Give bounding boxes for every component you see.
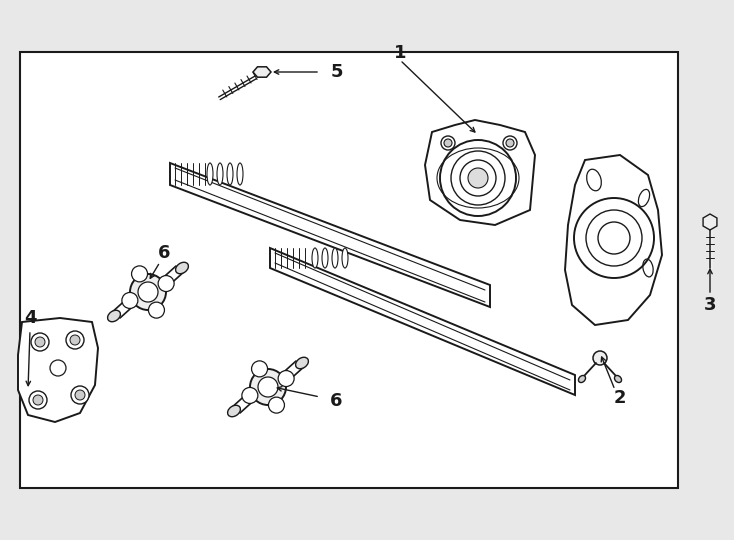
Circle shape [278, 370, 294, 387]
Circle shape [131, 266, 148, 282]
Circle shape [70, 335, 80, 345]
Circle shape [33, 395, 43, 405]
Text: 3: 3 [704, 296, 716, 314]
Circle shape [50, 360, 66, 376]
Circle shape [593, 351, 607, 365]
Ellipse shape [578, 375, 586, 382]
Circle shape [506, 139, 514, 147]
Ellipse shape [175, 262, 189, 274]
Circle shape [444, 139, 452, 147]
Ellipse shape [614, 375, 622, 382]
Ellipse shape [332, 248, 338, 268]
Ellipse shape [228, 405, 241, 417]
Ellipse shape [227, 163, 233, 185]
Text: 5: 5 [331, 63, 344, 81]
Ellipse shape [207, 163, 213, 185]
Circle shape [586, 210, 642, 266]
Ellipse shape [312, 248, 318, 268]
Circle shape [242, 388, 258, 403]
Circle shape [460, 160, 496, 196]
Circle shape [441, 136, 455, 150]
Ellipse shape [237, 163, 243, 185]
Circle shape [138, 282, 158, 302]
Ellipse shape [217, 163, 223, 185]
Circle shape [75, 390, 85, 400]
Circle shape [598, 222, 630, 254]
Ellipse shape [296, 357, 308, 369]
Polygon shape [18, 318, 98, 422]
Circle shape [574, 198, 654, 278]
Text: 4: 4 [23, 309, 36, 327]
Bar [20, 52, 678, 488]
Circle shape [148, 302, 164, 318]
Text: 6: 6 [330, 392, 342, 410]
Polygon shape [565, 155, 662, 325]
Circle shape [252, 361, 268, 377]
Circle shape [269, 397, 285, 413]
Circle shape [250, 369, 286, 405]
Circle shape [440, 140, 516, 216]
Circle shape [66, 331, 84, 349]
Polygon shape [425, 120, 535, 225]
Circle shape [35, 337, 45, 347]
Polygon shape [270, 248, 575, 395]
Circle shape [122, 293, 138, 308]
Polygon shape [170, 163, 490, 307]
Text: 6: 6 [158, 244, 170, 262]
Circle shape [451, 151, 505, 205]
Circle shape [130, 274, 166, 310]
Text: 1: 1 [393, 44, 406, 62]
Circle shape [29, 391, 47, 409]
Circle shape [31, 333, 49, 351]
Polygon shape [703, 214, 717, 230]
Ellipse shape [108, 310, 120, 322]
Circle shape [503, 136, 517, 150]
Circle shape [71, 386, 89, 404]
Ellipse shape [342, 248, 348, 268]
Circle shape [468, 168, 488, 188]
Circle shape [258, 377, 278, 397]
Circle shape [158, 275, 174, 292]
Text: 2: 2 [614, 389, 626, 407]
Ellipse shape [322, 248, 328, 268]
Polygon shape [253, 67, 271, 77]
